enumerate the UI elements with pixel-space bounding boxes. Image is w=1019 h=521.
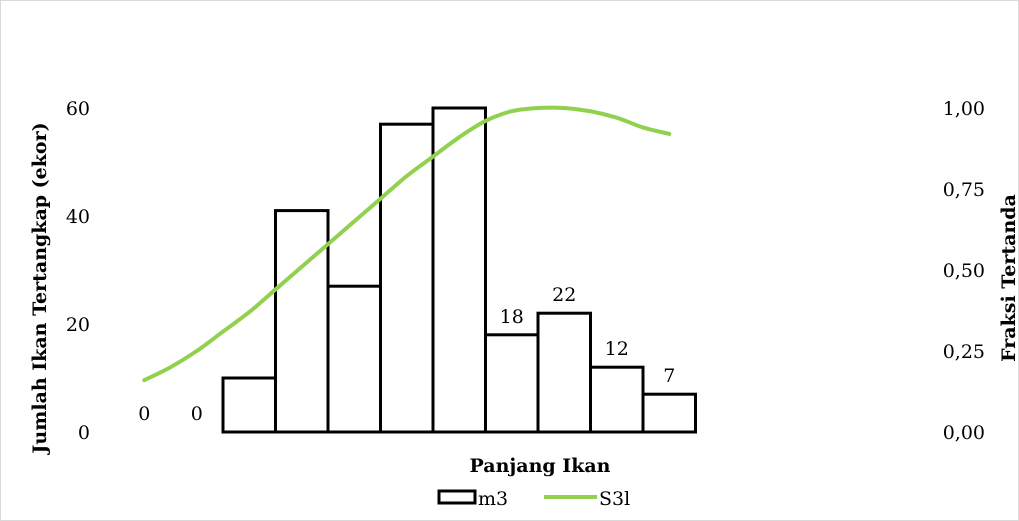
y2-axis-ticks: 0,00 0,25 0,50 0,75 1,00 [943, 98, 985, 444]
y2-tick-label: 0,25 [943, 341, 985, 363]
bar [431, 106, 487, 434]
legend: m3 S3l [437, 488, 630, 510]
y-tick-label: 40 [66, 206, 90, 228]
bars-group [221, 106, 697, 434]
y-tick-label: 0 [78, 422, 90, 444]
y2-tick-label: 0,50 [943, 260, 985, 282]
data-label: 22 [552, 284, 576, 306]
line-series-s3l [142, 105, 672, 383]
y-axis-title: Jumlah Ikan Tertangkap (ekor) [29, 122, 51, 455]
bar [379, 122, 435, 434]
y-tick-label: 20 [66, 314, 90, 336]
data-label: 0 [191, 403, 203, 425]
data-labels-group: 0 0 18 22 12 7 [138, 284, 675, 425]
y-axis-ticks: 0 20 40 60 [66, 98, 90, 444]
data-label: 12 [605, 338, 629, 360]
y2-axis-title: Fraksi Tertanda [998, 194, 1019, 362]
y2-tick-label: 1,00 [943, 98, 985, 120]
bar [326, 284, 382, 434]
bar [589, 365, 645, 434]
y-tick-label: 60 [66, 98, 90, 120]
y2-tick-label: 0,00 [943, 422, 985, 444]
bar [221, 376, 277, 434]
data-label: 18 [500, 306, 524, 328]
bar [274, 209, 330, 434]
x-axis-title: Panjang Ikan [470, 455, 611, 477]
y2-tick-label: 0,75 [943, 179, 985, 201]
bar [536, 311, 592, 434]
data-label: 0 [138, 403, 150, 425]
legend-label-s3l: S3l [599, 488, 630, 510]
legend-label-m3: m3 [478, 488, 508, 510]
data-label: 7 [663, 365, 675, 387]
bar [641, 392, 697, 434]
bar [484, 333, 540, 434]
legend-swatch-m3 [437, 489, 477, 505]
